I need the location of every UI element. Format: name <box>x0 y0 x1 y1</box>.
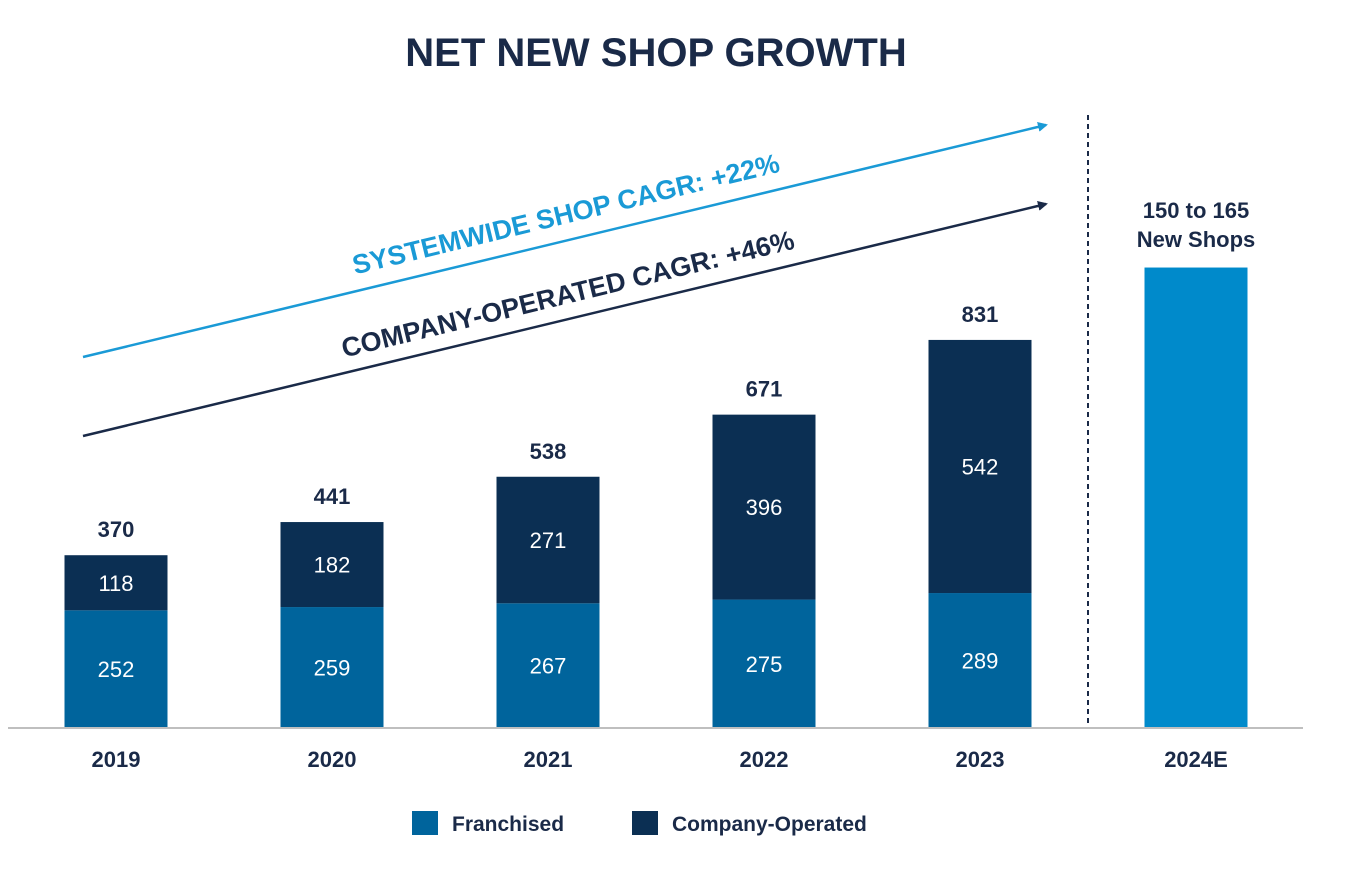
x-tick-label-2021: 2021 <box>524 747 573 772</box>
legend-label-company-operated: Company-Operated <box>672 813 867 836</box>
bar-franchised-2023 <box>928 593 1032 728</box>
x-tick-label-2022: 2022 <box>740 747 789 772</box>
legend-swatch-company-operated <box>632 811 658 835</box>
bar-franchised-2021 <box>496 603 600 728</box>
legend-label-franchised: Franchised <box>452 813 564 836</box>
x-tick-label-2023: 2023 <box>956 747 1005 772</box>
data-label-franchised-2021: 267 <box>530 654 567 679</box>
data-label-company-operated-2023: 542 <box>962 454 999 479</box>
bar-company-operated-2019 <box>64 555 168 611</box>
total-label-2020: 441 <box>314 484 351 509</box>
legend: Franchised Company-Operated <box>412 811 867 836</box>
data-label-company-operated-2021: 271 <box>530 528 567 553</box>
bar-franchised-2019 <box>64 610 168 728</box>
total-label-2023: 831 <box>962 302 999 327</box>
data-label-franchised-2022: 275 <box>746 652 783 677</box>
legend-swatch-franchised <box>412 811 438 835</box>
bar-franchised-2022 <box>712 599 816 728</box>
data-label-company-operated-2019: 118 <box>98 571 133 596</box>
x-tick-label-2020: 2020 <box>308 747 357 772</box>
total-label-2022: 671 <box>746 377 783 402</box>
bar-forecast-2024E <box>1144 267 1248 728</box>
bar-franchised-2020 <box>280 607 384 728</box>
bar-company-operated-2023 <box>928 339 1032 594</box>
x-tick-label-2019: 2019 <box>92 747 141 772</box>
forecast-label-line1: 150 to 165 <box>1143 198 1249 223</box>
data-label-company-operated-2020: 182 <box>314 553 351 578</box>
systemwide-cagr-arrow <box>82 122 1048 359</box>
data-label-franchised-2023: 289 <box>962 649 999 674</box>
chart-title: NET NEW SHOP GROWTH <box>405 31 906 75</box>
x-tick-label-2024E: 2024E <box>1164 747 1228 772</box>
bar-company-operated-2021 <box>496 476 600 604</box>
data-label-franchised-2020: 259 <box>314 656 351 681</box>
total-label-2019: 370 <box>98 517 135 542</box>
bar-company-operated-2022 <box>712 414 816 600</box>
data-label-franchised-2019: 252 <box>98 657 135 682</box>
bar-company-operated-2020 <box>280 522 384 608</box>
data-label-company-operated-2022: 396 <box>746 495 783 520</box>
total-label-2021: 538 <box>530 439 567 464</box>
company-cagr-arrow <box>82 201 1048 438</box>
forecast-label-line2: New Shops <box>1137 227 1256 252</box>
